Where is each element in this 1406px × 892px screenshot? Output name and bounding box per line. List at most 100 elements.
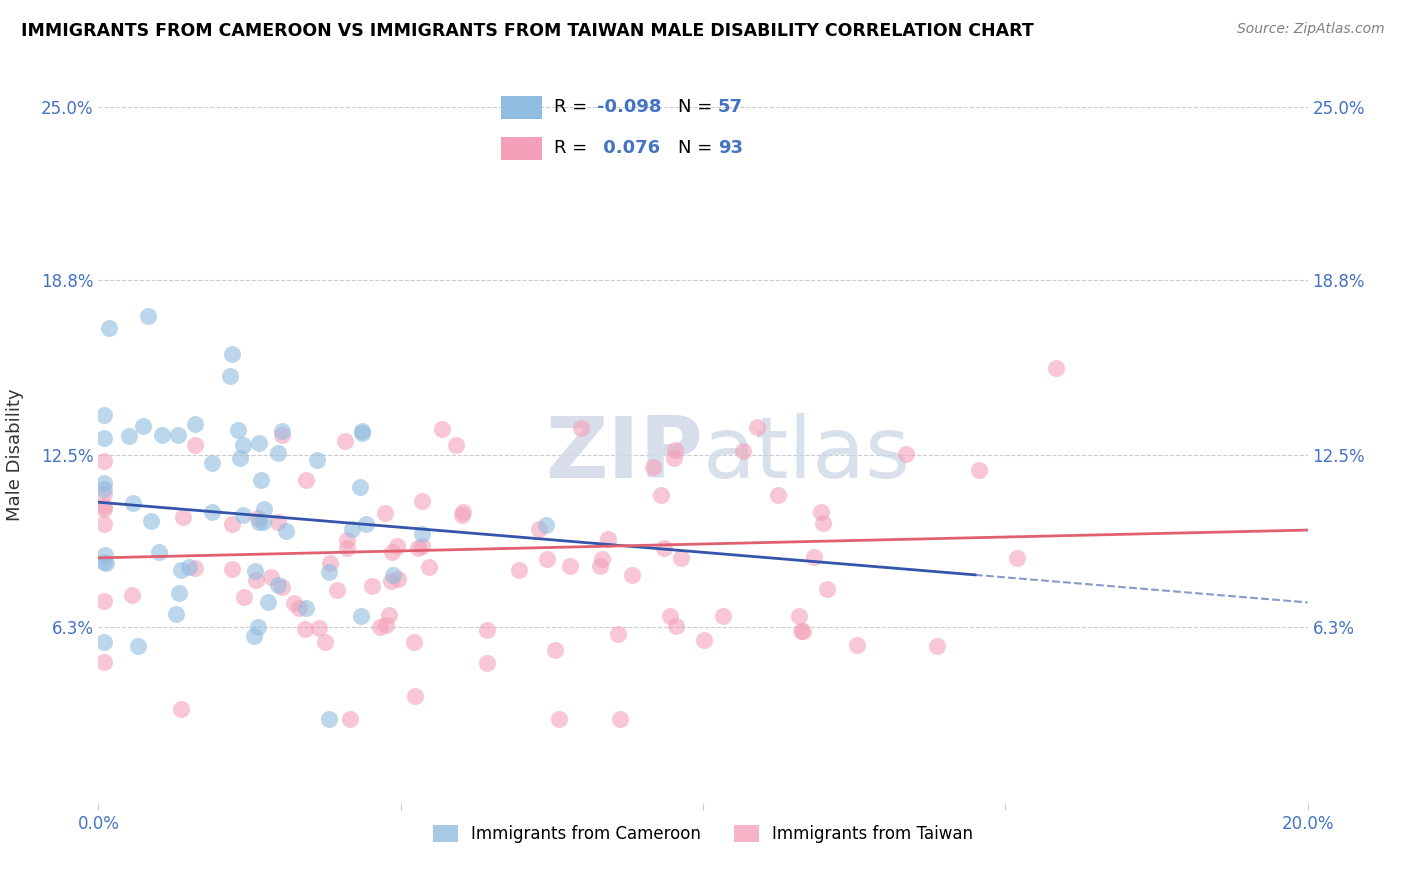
Point bbox=[810, 505, 832, 519]
Point bbox=[790, 624, 813, 639]
Point bbox=[93, 517, 115, 532]
Point bbox=[260, 570, 283, 584]
Point bbox=[249, 474, 271, 488]
Point bbox=[693, 633, 716, 648]
Point bbox=[450, 508, 472, 523]
Point bbox=[148, 545, 170, 559]
Point bbox=[221, 517, 243, 532]
Text: Source: ZipAtlas.com: Source: ZipAtlas.com bbox=[1237, 22, 1385, 37]
Point bbox=[93, 502, 115, 516]
Point bbox=[165, 607, 187, 621]
Point bbox=[569, 421, 592, 435]
Text: R =: R = bbox=[554, 97, 593, 116]
Point bbox=[339, 712, 361, 726]
Point bbox=[652, 541, 675, 555]
Point bbox=[527, 522, 550, 536]
Point bbox=[93, 594, 115, 608]
Point bbox=[318, 565, 340, 579]
Point bbox=[815, 582, 838, 596]
Point bbox=[548, 712, 571, 726]
Point bbox=[131, 418, 153, 433]
Point bbox=[336, 533, 359, 547]
Point bbox=[333, 434, 356, 448]
Point bbox=[404, 634, 426, 648]
Point bbox=[219, 368, 242, 383]
Point bbox=[253, 501, 276, 516]
Point bbox=[350, 424, 373, 438]
Point bbox=[169, 702, 191, 716]
Point bbox=[349, 480, 371, 494]
Point bbox=[232, 438, 254, 452]
Point bbox=[121, 588, 143, 602]
Point bbox=[432, 422, 454, 436]
Point bbox=[534, 517, 557, 532]
Point bbox=[381, 568, 404, 582]
Text: 57: 57 bbox=[718, 97, 742, 116]
Point bbox=[669, 550, 692, 565]
Text: atlas: atlas bbox=[703, 413, 911, 497]
Point bbox=[374, 506, 396, 520]
Point bbox=[170, 563, 193, 577]
Point bbox=[596, 532, 619, 546]
Text: ZIP: ZIP bbox=[546, 413, 703, 497]
Point bbox=[385, 539, 408, 553]
Point bbox=[745, 420, 768, 434]
Point bbox=[411, 527, 433, 541]
Bar bbox=[502, 137, 541, 160]
Point bbox=[361, 579, 384, 593]
Point bbox=[711, 609, 734, 624]
Point bbox=[183, 437, 205, 451]
Point bbox=[226, 423, 249, 437]
Point bbox=[340, 522, 363, 536]
Point bbox=[354, 516, 377, 531]
Point bbox=[172, 510, 194, 524]
Point bbox=[803, 550, 825, 565]
Point bbox=[271, 580, 294, 594]
Point bbox=[591, 552, 613, 566]
Point bbox=[295, 600, 318, 615]
Point bbox=[93, 482, 115, 496]
Point bbox=[536, 552, 558, 566]
Point bbox=[368, 620, 391, 634]
Point bbox=[307, 452, 329, 467]
Point bbox=[308, 621, 330, 635]
Point bbox=[406, 541, 429, 555]
Point bbox=[184, 417, 207, 431]
Point bbox=[1005, 551, 1028, 566]
Bar bbox=[502, 96, 541, 119]
Point bbox=[326, 583, 349, 598]
Point bbox=[453, 505, 475, 519]
Point bbox=[136, 310, 159, 324]
Point bbox=[221, 347, 243, 361]
Text: IMMIGRANTS FROM CAMEROON VS IMMIGRANTS FROM TAIWAN MALE DISABILITY CORRELATION C: IMMIGRANTS FROM CAMEROON VS IMMIGRANTS F… bbox=[21, 22, 1033, 40]
Point bbox=[93, 408, 115, 422]
Point bbox=[233, 590, 256, 604]
Point bbox=[274, 524, 297, 539]
Point bbox=[508, 563, 530, 577]
Point bbox=[295, 473, 318, 487]
Point bbox=[93, 476, 115, 491]
Point bbox=[242, 629, 264, 643]
Point bbox=[252, 515, 274, 529]
Point bbox=[93, 453, 115, 467]
Point bbox=[318, 712, 340, 726]
Point bbox=[925, 639, 948, 653]
Point bbox=[98, 320, 121, 334]
Point bbox=[93, 430, 115, 444]
Point bbox=[787, 608, 810, 623]
Point bbox=[411, 539, 433, 553]
Point bbox=[127, 640, 149, 654]
Point bbox=[411, 494, 433, 508]
Point bbox=[266, 577, 288, 591]
Point bbox=[93, 487, 115, 501]
Point bbox=[967, 463, 990, 477]
Point bbox=[93, 634, 115, 648]
Point bbox=[257, 595, 280, 609]
Point bbox=[177, 560, 200, 574]
Text: N =: N = bbox=[678, 97, 717, 116]
Point bbox=[93, 655, 115, 669]
Point bbox=[283, 596, 305, 610]
Point bbox=[792, 624, 814, 638]
Point bbox=[167, 586, 190, 600]
Point bbox=[246, 511, 269, 525]
